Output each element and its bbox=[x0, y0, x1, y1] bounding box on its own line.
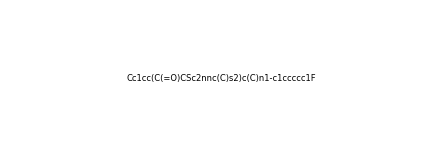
Text: Cc1cc(C(=O)CSc2nnc(C)s2)c(C)n1-c1ccccc1F: Cc1cc(C(=O)CSc2nnc(C)s2)c(C)n1-c1ccccc1F bbox=[127, 74, 316, 83]
